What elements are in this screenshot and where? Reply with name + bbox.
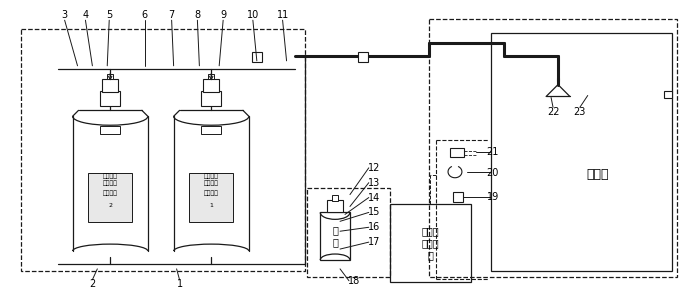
Bar	[100, 126, 120, 134]
Bar	[201, 91, 221, 106]
Text: 17: 17	[367, 237, 380, 247]
Text: 2: 2	[89, 279, 95, 289]
Bar	[307, 188, 390, 277]
Text: 21: 21	[486, 147, 499, 157]
Text: 8: 8	[194, 10, 201, 20]
Text: 湖南金鼎: 湖南金鼎	[102, 173, 118, 179]
Text: 火灾报
警控制
器: 火灾报 警控制 器	[421, 227, 439, 260]
Text: 23: 23	[574, 107, 586, 117]
Text: 15: 15	[367, 208, 380, 217]
Text: 11: 11	[277, 10, 289, 20]
Bar	[203, 79, 219, 91]
Text: 14: 14	[367, 193, 380, 202]
Text: 保护区: 保护区	[586, 168, 609, 181]
Text: 七氟丙烷: 七氟丙烷	[102, 181, 118, 187]
Bar	[332, 195, 338, 201]
Text: 16: 16	[367, 222, 380, 232]
Bar	[429, 19, 677, 277]
Text: 22: 22	[547, 107, 559, 117]
Text: 12: 12	[367, 163, 380, 173]
Text: 七氟丙烷: 七氟丙烷	[203, 191, 219, 196]
Text: 7: 7	[169, 10, 175, 20]
Text: 20: 20	[486, 168, 499, 178]
Text: 19: 19	[486, 192, 499, 202]
Bar	[208, 74, 215, 79]
Bar	[664, 91, 672, 98]
Bar	[390, 205, 471, 282]
Bar	[201, 126, 221, 134]
Text: 4: 4	[82, 10, 89, 20]
Bar	[453, 192, 463, 202]
Bar	[89, 173, 132, 222]
Text: 5: 5	[106, 10, 112, 20]
Bar	[252, 52, 262, 62]
Text: 七氟丙烷: 七氟丙烷	[102, 191, 118, 196]
Text: 13: 13	[367, 178, 380, 188]
Text: 9: 9	[220, 10, 226, 20]
Bar	[358, 52, 367, 62]
Text: 2: 2	[108, 203, 112, 208]
Bar	[190, 173, 233, 222]
Text: 1: 1	[209, 203, 213, 208]
Text: 3: 3	[62, 10, 68, 20]
Bar	[102, 79, 118, 91]
Text: 10: 10	[247, 10, 259, 20]
Text: 1: 1	[176, 279, 183, 289]
Bar	[107, 74, 113, 79]
Text: 湖南金鼎: 湖南金鼎	[203, 173, 219, 179]
Bar	[320, 212, 350, 260]
Text: 氮
气: 氮 气	[332, 225, 338, 247]
Bar	[450, 148, 464, 157]
Text: 七氟丙烷: 七氟丙烷	[203, 181, 219, 187]
Bar	[327, 199, 343, 212]
Bar	[491, 33, 672, 271]
Bar	[100, 91, 120, 106]
Text: 18: 18	[348, 276, 360, 286]
Text: 6: 6	[142, 10, 148, 20]
Bar	[21, 29, 305, 271]
